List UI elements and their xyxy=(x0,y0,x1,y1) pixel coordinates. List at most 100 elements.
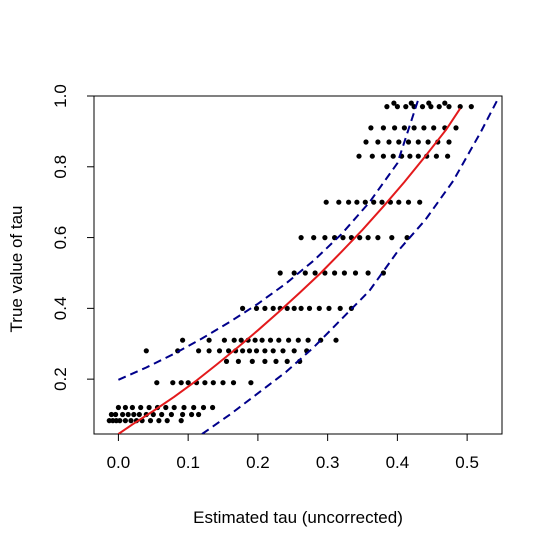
data-point xyxy=(230,380,237,386)
data-point xyxy=(326,305,332,311)
data-point xyxy=(181,404,187,411)
data-point xyxy=(168,411,174,418)
data-point xyxy=(163,404,169,411)
data-point xyxy=(154,380,160,386)
data-point xyxy=(405,139,412,145)
data-point xyxy=(170,380,176,386)
data-point xyxy=(312,270,318,276)
data-point xyxy=(262,358,268,364)
data-point xyxy=(128,418,134,424)
data-point xyxy=(411,125,417,131)
data-point xyxy=(117,418,123,424)
data-point xyxy=(216,348,223,354)
data-point xyxy=(380,153,386,159)
lower-bound-dashed-line xyxy=(201,97,500,434)
data-point xyxy=(305,337,311,343)
data-point xyxy=(253,305,260,311)
data-point xyxy=(276,337,282,343)
data-point xyxy=(298,305,304,311)
data-point xyxy=(390,153,396,159)
data-point xyxy=(122,418,128,424)
data-point xyxy=(120,411,126,418)
data-point xyxy=(252,337,258,343)
data-point xyxy=(146,404,152,411)
data-point xyxy=(311,235,317,241)
data-point xyxy=(426,100,432,106)
data-point xyxy=(150,411,156,418)
plot-area xyxy=(93,95,503,435)
data-point xyxy=(425,139,431,145)
upper-bound-dashed-line xyxy=(117,99,420,381)
data-point xyxy=(368,125,374,131)
data-point xyxy=(295,337,301,343)
data-point xyxy=(270,305,276,311)
data-point xyxy=(210,404,216,411)
data-point xyxy=(180,411,186,418)
data-point xyxy=(226,348,232,354)
data-point xyxy=(108,411,114,418)
data-point xyxy=(235,358,241,364)
data-point xyxy=(379,199,385,205)
plot-frame xyxy=(93,95,503,435)
data-point xyxy=(231,337,237,343)
data-point xyxy=(267,337,274,343)
data-point xyxy=(375,235,381,241)
data-point xyxy=(337,305,343,311)
data-point xyxy=(332,270,338,276)
data-point xyxy=(280,348,286,354)
data-point xyxy=(156,418,162,424)
data-point xyxy=(442,100,448,106)
data-point xyxy=(365,270,371,276)
data-point xyxy=(394,104,400,110)
data-point xyxy=(253,348,260,354)
data-point xyxy=(405,199,412,205)
data-point xyxy=(404,235,410,241)
data-point xyxy=(302,270,308,276)
data-point xyxy=(206,348,212,354)
data-point xyxy=(113,411,119,418)
data-point xyxy=(352,270,359,276)
data-point xyxy=(196,348,202,354)
data-point xyxy=(340,235,346,241)
data-point xyxy=(185,380,191,386)
fitted-curve-line xyxy=(117,107,462,434)
data-point xyxy=(191,404,197,411)
data-point xyxy=(415,153,421,159)
data-point xyxy=(419,104,426,110)
data-point xyxy=(446,139,452,145)
data-point xyxy=(357,235,363,241)
data-point xyxy=(240,305,246,311)
data-point xyxy=(415,139,421,145)
data-point xyxy=(200,404,207,411)
y-tick-label: 1.0 xyxy=(51,84,70,108)
data-point xyxy=(417,199,423,205)
data-point xyxy=(392,125,398,131)
data-point xyxy=(262,305,268,311)
data-point xyxy=(284,358,290,364)
data-point xyxy=(136,411,142,418)
y-axis-title: True value of tau xyxy=(7,206,26,333)
data-point xyxy=(453,125,459,131)
data-point xyxy=(386,139,392,145)
data-point xyxy=(159,411,165,418)
data-point xyxy=(196,411,202,418)
data-point xyxy=(365,235,371,241)
data-point xyxy=(122,404,128,411)
data-point xyxy=(408,100,414,106)
data-point xyxy=(445,153,451,159)
data-point xyxy=(238,337,244,343)
data-point xyxy=(138,404,144,411)
data-point xyxy=(375,139,381,145)
data-point xyxy=(436,104,442,110)
data-point xyxy=(249,358,255,364)
x-tick-label: 0.2 xyxy=(246,453,270,472)
data-point xyxy=(341,270,347,276)
data-point xyxy=(259,337,265,343)
data-point xyxy=(396,199,402,205)
data-point xyxy=(371,199,377,205)
data-point xyxy=(336,199,342,205)
data-point xyxy=(322,235,328,241)
x-tick-label: 0.4 xyxy=(386,453,410,472)
data-point xyxy=(396,139,402,145)
